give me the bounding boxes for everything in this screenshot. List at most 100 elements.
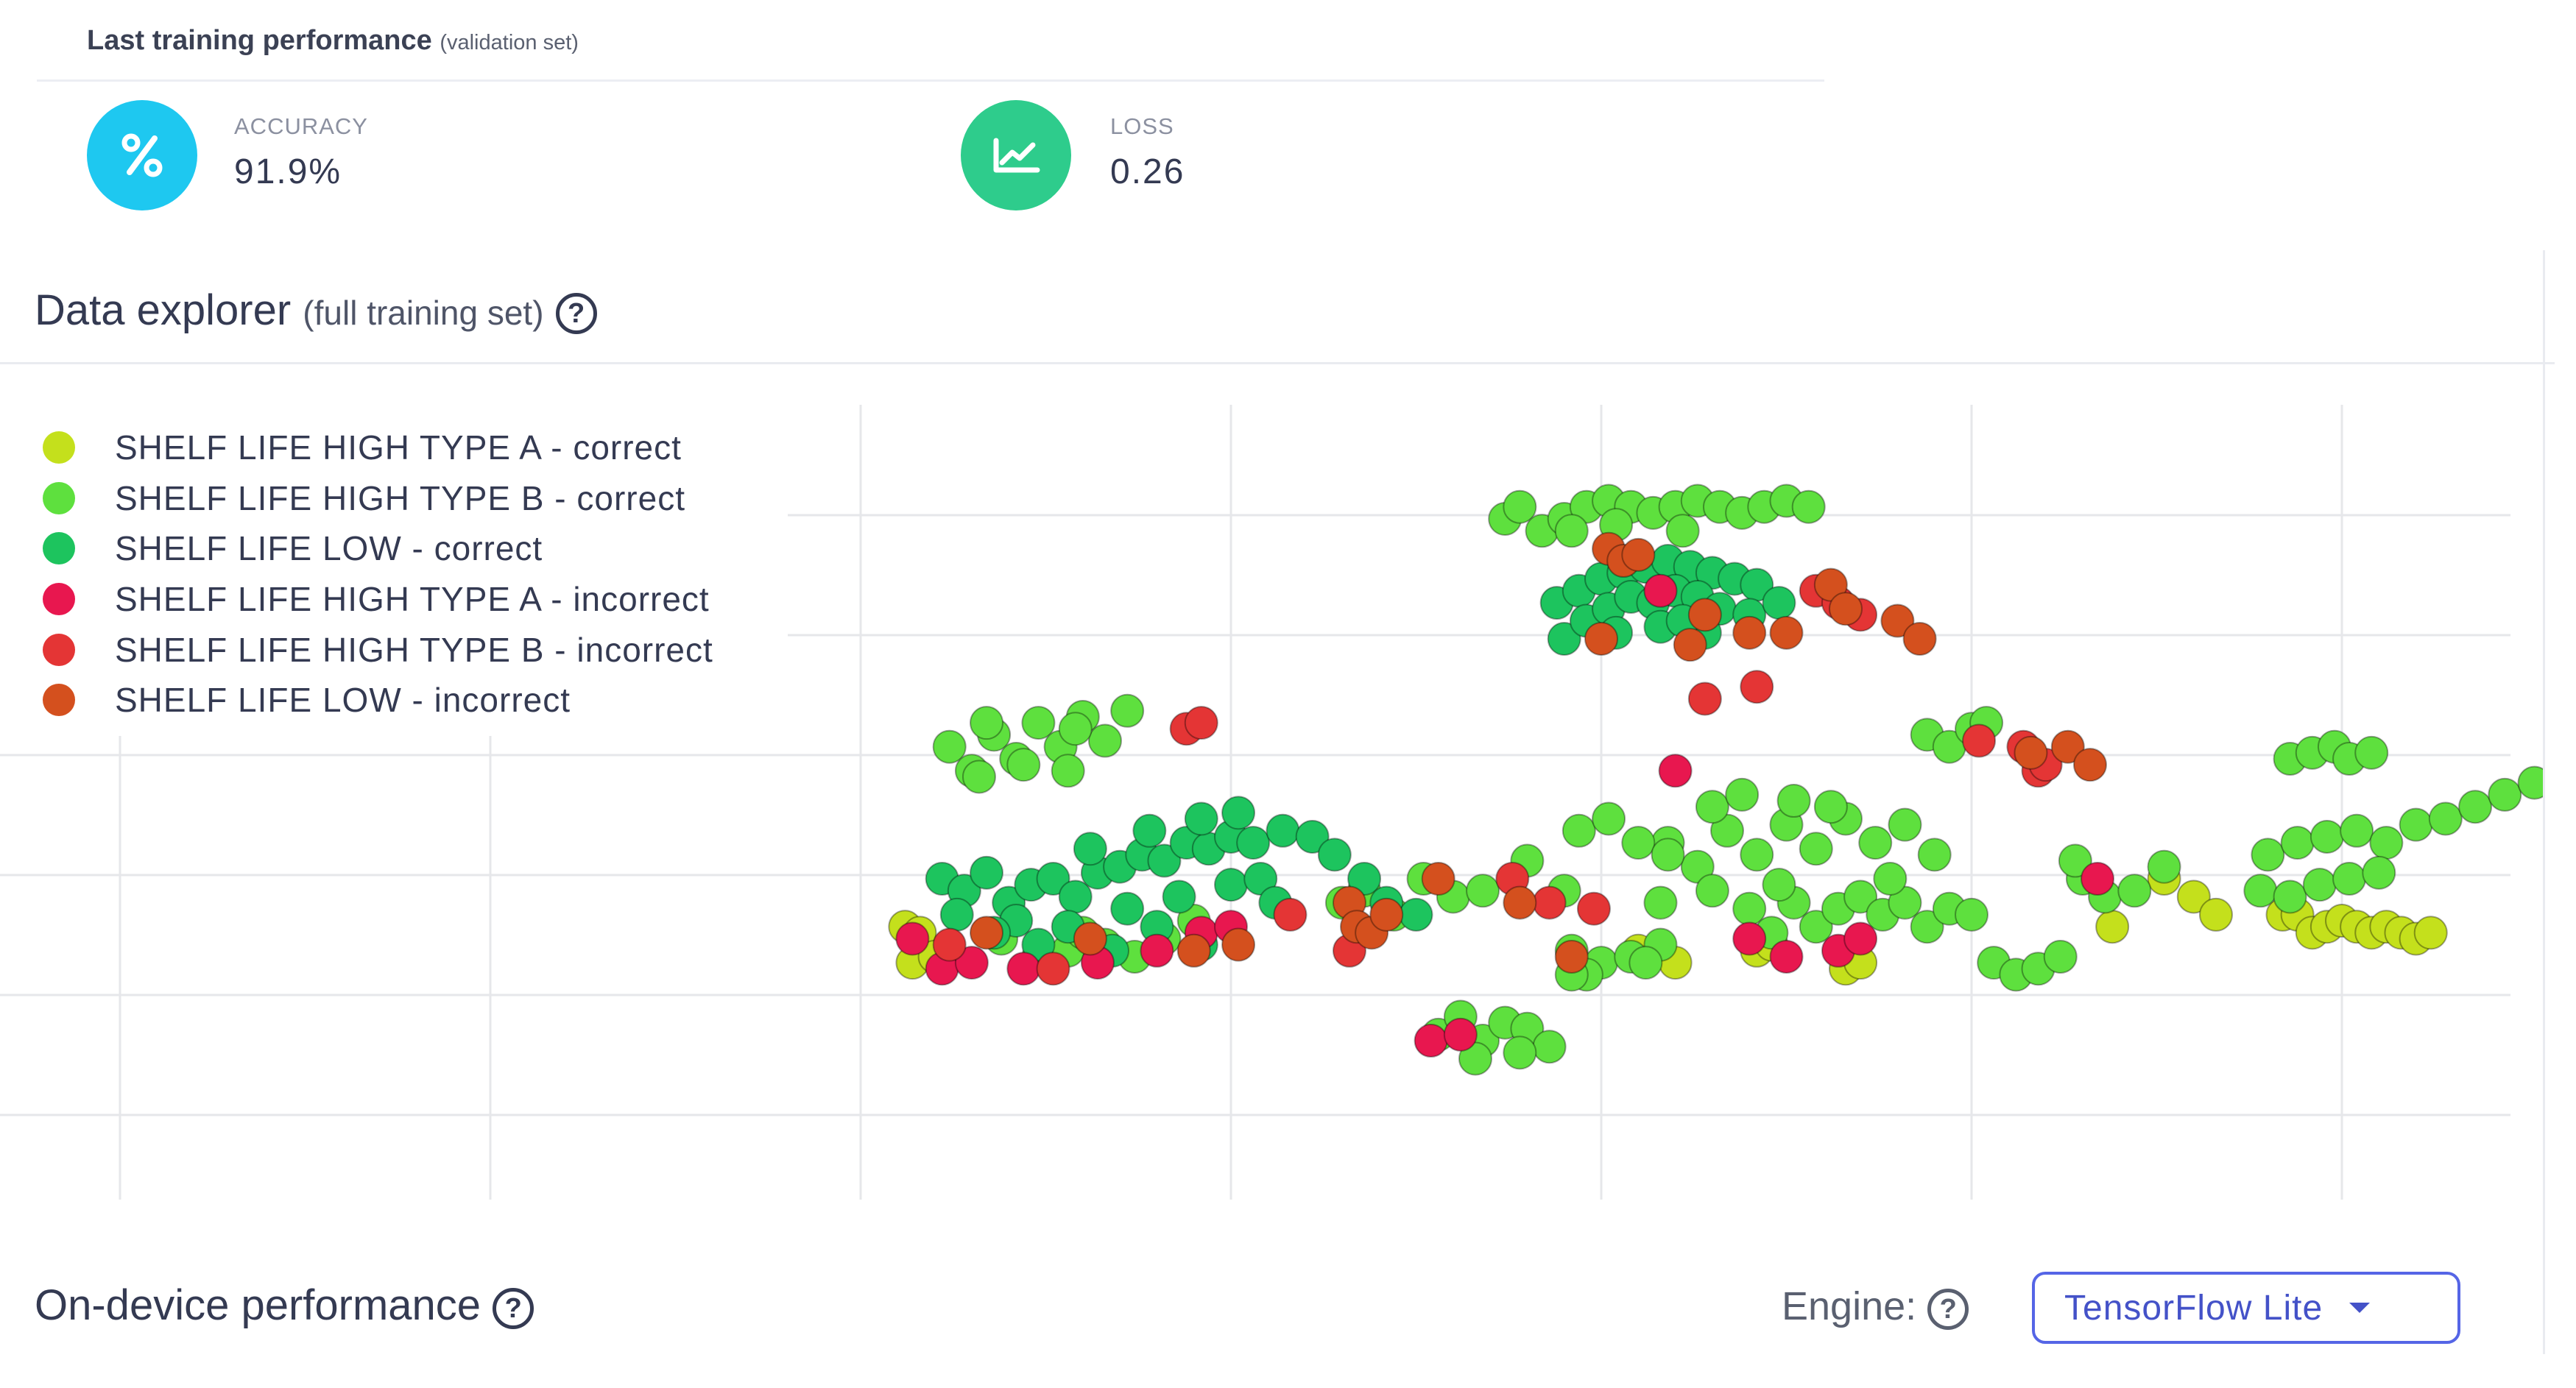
device-help-icon[interactable]: ? — [493, 1287, 534, 1329]
data-point[interactable] — [1888, 807, 1922, 842]
data-point[interactable] — [2058, 843, 2092, 878]
engine-help-icon[interactable]: ? — [1927, 1288, 1969, 1330]
data-point[interactable] — [1347, 862, 1382, 896]
data-point[interactable] — [1813, 790, 1848, 824]
data-point[interactable] — [1006, 748, 1041, 782]
data-point[interactable] — [970, 855, 1004, 890]
data-point[interactable] — [1880, 603, 1915, 638]
data-point[interactable] — [1828, 592, 1863, 626]
legend-item[interactable]: SHELF LIFE HIGH TYPE A - correct — [43, 422, 713, 473]
data-point[interactable] — [1140, 933, 1174, 968]
data-point[interactable] — [1073, 921, 1107, 956]
data-point[interactable] — [1110, 693, 1145, 728]
data-point[interactable] — [1547, 622, 1581, 656]
data-point[interactable] — [2362, 855, 2396, 890]
data-point[interactable] — [2081, 862, 2115, 896]
data-point[interactable] — [1643, 885, 1678, 920]
data-point[interactable] — [1110, 891, 1145, 926]
data-point[interactable] — [1732, 615, 1767, 650]
data-point[interactable] — [2369, 826, 2404, 860]
data-point[interactable] — [1658, 754, 1693, 788]
data-point[interactable] — [1317, 838, 1352, 872]
data-point[interactable] — [2273, 879, 2307, 914]
data-point[interactable] — [2302, 868, 2337, 902]
data-point[interactable] — [1732, 921, 1767, 956]
data-point[interactable] — [2072, 748, 2107, 782]
legend-item[interactable]: SHELF LIFE HIGH TYPE B - correct — [43, 473, 713, 524]
data-point[interactable] — [1006, 952, 1041, 986]
data-point[interactable] — [1769, 615, 1804, 650]
data-point[interactable] — [970, 706, 1004, 740]
data-point[interactable] — [932, 729, 967, 764]
data-point[interactable] — [932, 927, 967, 962]
data-point[interactable] — [2354, 735, 2389, 770]
data-point[interactable] — [2332, 862, 2367, 896]
data-point[interactable] — [1458, 1041, 1492, 1076]
data-point[interactable] — [1399, 897, 1433, 932]
data-point[interactable] — [2243, 874, 2278, 908]
data-point[interactable] — [1503, 489, 1537, 524]
data-point[interactable] — [1214, 868, 1248, 902]
data-point[interactable] — [1902, 622, 1937, 656]
data-point[interactable] — [1621, 537, 1656, 572]
data-point[interactable] — [2043, 939, 2078, 974]
data-point[interactable] — [1673, 628, 1707, 662]
data-point[interactable] — [1762, 868, 1796, 902]
data-point[interactable] — [1762, 586, 1796, 620]
data-point[interactable] — [2176, 879, 2211, 914]
data-point[interactable] — [1554, 514, 1589, 548]
data-point[interactable] — [1643, 573, 1678, 608]
data-point[interactable] — [1799, 832, 1833, 866]
data-point[interactable] — [1740, 670, 1774, 704]
data-point[interactable] — [2050, 729, 2085, 764]
data-point[interactable] — [1273, 897, 1308, 932]
data-point[interactable] — [1873, 862, 1908, 896]
data-point[interactable] — [1769, 939, 1804, 974]
data-point[interactable] — [1021, 927, 1056, 962]
data-point[interactable] — [1554, 939, 1589, 974]
data-point[interactable] — [1503, 1035, 1537, 1070]
data-point[interactable] — [1687, 598, 1722, 632]
data-point[interactable] — [1414, 1024, 1448, 1058]
data-point[interactable] — [1917, 838, 1952, 872]
data-point[interactable] — [1858, 826, 1893, 860]
data-point[interactable] — [1184, 706, 1218, 740]
data-point[interactable] — [1621, 826, 1656, 860]
data-point[interactable] — [1791, 489, 1826, 524]
data-point[interactable] — [2309, 819, 2344, 854]
data-point[interactable] — [1073, 832, 1107, 866]
data-point[interactable] — [2488, 777, 2522, 812]
legend-item[interactable]: SHELF LIFE HIGH TYPE A - incorrect — [43, 574, 713, 625]
data-point[interactable] — [1628, 946, 1663, 980]
data-point[interactable] — [1184, 801, 1218, 836]
data-point[interactable] — [1221, 796, 1256, 830]
data-point[interactable] — [1695, 874, 1729, 908]
data-point[interactable] — [2147, 849, 2181, 884]
data-point[interactable] — [1955, 897, 1989, 932]
legend-item[interactable]: SHELF LIFE LOW - incorrect — [43, 675, 713, 726]
data-point[interactable] — [1176, 933, 1211, 968]
data-point[interactable] — [1466, 874, 1500, 908]
data-point[interactable] — [2251, 838, 2285, 872]
data-point[interactable] — [1236, 826, 1271, 860]
data-point[interactable] — [1369, 897, 1404, 932]
data-point[interactable] — [895, 921, 930, 956]
data-point[interactable] — [1036, 952, 1070, 986]
scatter-plot[interactable] — [0, 383, 2543, 1222]
data-point[interactable] — [1147, 843, 1182, 878]
data-point[interactable] — [1799, 910, 1833, 944]
data-point[interactable] — [939, 897, 974, 932]
data-point[interactable] — [1584, 622, 1618, 656]
data-point[interactable] — [961, 759, 996, 794]
data-point[interactable] — [1532, 885, 1567, 920]
legend-item[interactable]: SHELF LIFE HIGH TYPE B - incorrect — [43, 624, 713, 675]
data-point[interactable] — [2413, 916, 2448, 950]
data-point[interactable] — [1443, 1017, 1478, 1052]
data-point[interactable] — [1725, 777, 1760, 812]
data-point[interactable] — [1058, 712, 1093, 746]
data-point[interactable] — [1051, 754, 1085, 788]
data-point[interactable] — [1421, 862, 1455, 896]
data-point[interactable] — [1132, 813, 1167, 848]
data-point[interactable] — [1295, 819, 1330, 854]
data-point[interactable] — [1843, 879, 1878, 914]
